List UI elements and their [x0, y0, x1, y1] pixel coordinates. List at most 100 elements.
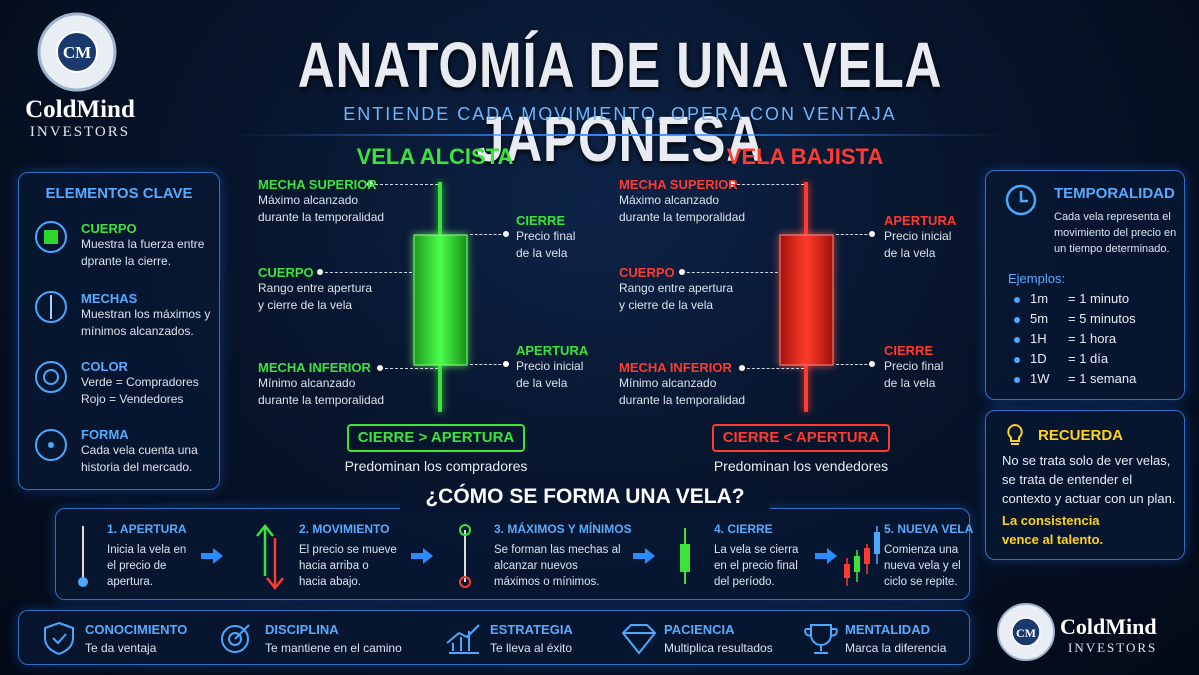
label-title: MECHA INFERIOR [619, 360, 732, 375]
step-text: Inicia la vela en el precio de apertura. [107, 544, 187, 588]
connector-dot [367, 181, 373, 187]
label-text: Precio inicial de la vela [516, 359, 584, 390]
label-text: Máximo alcanzado durante la temporalidad [258, 193, 385, 224]
element-item: MECHAS Muestran los máximos y mínimos alc… [81, 291, 211, 340]
element-text: Muestra la fuerza entre dprante la cierr… [81, 237, 205, 268]
step-text: Se forman las mechas al alcanzar nuevos … [494, 544, 621, 588]
label-text: Máximo alcanzado durante la temporalidad [619, 193, 746, 224]
label-text: Precio final de la vela [516, 229, 576, 260]
element-text: Cada vela cuenta una historia del mercad… [81, 443, 198, 474]
value-text: Multiplica resultados [664, 641, 773, 655]
step-title: 5. NUEVA VELA [884, 522, 974, 536]
step-title: 2. MOVIMIENTO [299, 522, 390, 536]
connector [836, 364, 872, 365]
connector [836, 234, 872, 235]
remember-title: RECUERDA [1038, 427, 1124, 444]
connector-dot [317, 269, 323, 275]
label: CUERPO Rango entre apertura y cierre de l… [619, 265, 739, 314]
connector [370, 184, 438, 185]
step-title: 4. CIERRE [714, 522, 773, 536]
value-title: PACIENCIA [664, 622, 735, 637]
bearish-title: VELA BAJISTA [726, 144, 884, 169]
subtitle: ENTIENDE CADA MOVIMIENTO, OPERA CON VENT… [343, 104, 897, 124]
element-item: CUERPO Muestra la fuerza entre dprante la… [81, 221, 211, 270]
timeframe-panel: TEMPORALIDAD Cada vela representa el mov… [985, 170, 1185, 400]
bullish-rule: CIERRE > APERTURA [347, 424, 525, 452]
label: MECHA SUPERIOR Máximo alcanzado durante l… [619, 177, 749, 226]
step-title: 1. APERTURA [107, 522, 187, 536]
example-dot [1014, 337, 1020, 343]
connector-dot [739, 365, 745, 371]
elements-title: ELEMENTOS CLAVE [45, 185, 193, 202]
bearish-rule: CIERRE < APERTURA [712, 424, 890, 452]
element-title: CUERPO [81, 221, 137, 236]
value-text: Te lleva al éxito [490, 641, 573, 655]
label: CIERRE Precio final de la vela [516, 213, 586, 262]
label-title: MECHA SUPERIOR [258, 177, 377, 192]
examples-title: Ejemplos: [1008, 271, 1066, 286]
connector [732, 184, 804, 185]
label-title: CIERRE [516, 213, 566, 228]
example-meaning: = 1 minuto [1068, 291, 1130, 306]
value-title: ESTRATEGIA [490, 622, 573, 637]
value-text: Te mantiene en el camino [265, 641, 402, 655]
label: MECHA INFERIOR Mínimo alcanzado durante l… [258, 360, 388, 409]
label-text: Mínimo alcanzado durante la temporalidad [258, 376, 385, 407]
connector-dot [679, 269, 685, 275]
example-code: 5m [1030, 311, 1049, 326]
connector-dot [869, 361, 875, 367]
value-text: Marca la diferencia [845, 641, 947, 655]
brand-sub: INVESTORS [29, 124, 131, 140]
element-item: FORMA Cada vela cuenta una historia del m… [81, 427, 211, 476]
label-text: Rango entre apertura y cierre de la vela [258, 281, 373, 312]
bullish-note: Predominan los compradores [344, 458, 528, 474]
step-text: La vela se cierra en el precio final del… [714, 544, 799, 588]
example-dot [1014, 297, 1020, 303]
example-dot [1014, 357, 1020, 363]
element-title: FORMA [81, 427, 129, 442]
timeframe-text: Cada vela representa el movimiento del p… [1054, 211, 1177, 255]
connector [380, 368, 438, 369]
example-meaning: = 5 minutos [1068, 311, 1136, 326]
value-title: DISCIPLINA [265, 622, 339, 637]
label-title: CIERRE [884, 343, 934, 358]
connector [742, 368, 804, 369]
example-code: 1H [1030, 331, 1047, 346]
logo-text: CM [63, 43, 91, 62]
element-title: MECHAS [81, 291, 138, 306]
brand-name: ColdMind [25, 96, 135, 123]
example-dot [1014, 377, 1020, 383]
label-text: Mínimo alcanzado durante la temporalidad [619, 376, 746, 407]
bulb-icon [1007, 423, 1023, 445]
example-code: 1W [1030, 371, 1050, 386]
label: APERTURA Precio inicial de la vela [884, 213, 959, 262]
connector [470, 234, 506, 235]
example-code: 1m [1030, 291, 1049, 306]
example-meaning: = 1 semana [1068, 371, 1137, 386]
values-icons [44, 621, 838, 656]
connector [682, 272, 778, 273]
connector-dot [503, 361, 509, 367]
elements-panel: ELEMENTOS CLAVE CUERPO Muestra la fuerza … [18, 172, 220, 490]
label-title: MECHA INFERIOR [258, 360, 371, 375]
label-title: CUERPO [258, 265, 314, 280]
timeframe-title: TEMPORALIDAD [1054, 185, 1175, 202]
label: MECHA SUPERIOR Máximo alcanzado durante l… [258, 177, 388, 226]
example-dot [1014, 317, 1020, 323]
remember-panel: RECUERDA No se trata solo de ver velas, … [985, 410, 1185, 560]
clock-icon [1005, 184, 1037, 216]
label-text: Rango entre apertura y cierre de la vela [619, 281, 734, 312]
connector-dot [503, 231, 509, 237]
example-meaning: = 1 día [1068, 351, 1109, 366]
remember-text: No se trata solo de ver velas, se trata … [1002, 453, 1176, 506]
remember-highlight: La consistencia vence al talento. [1002, 513, 1104, 547]
label-title: APERTURA [884, 213, 957, 228]
element-item: COLOR Verde = Compradores Rojo = Vendedor… [81, 359, 211, 408]
step-text: El precio se mueve hacia arriba o hacia … [299, 544, 397, 588]
step-title: 3. MÁXIMOS Y MÍNIMOS [494, 522, 632, 536]
logo-icon: CM [37, 12, 117, 92]
bearish-note: Predominan los vendedores [713, 458, 889, 474]
brand-name: ColdMind [1060, 614, 1157, 639]
label: MECHA INFERIOR Mínimo alcanzado durante l… [619, 360, 749, 409]
